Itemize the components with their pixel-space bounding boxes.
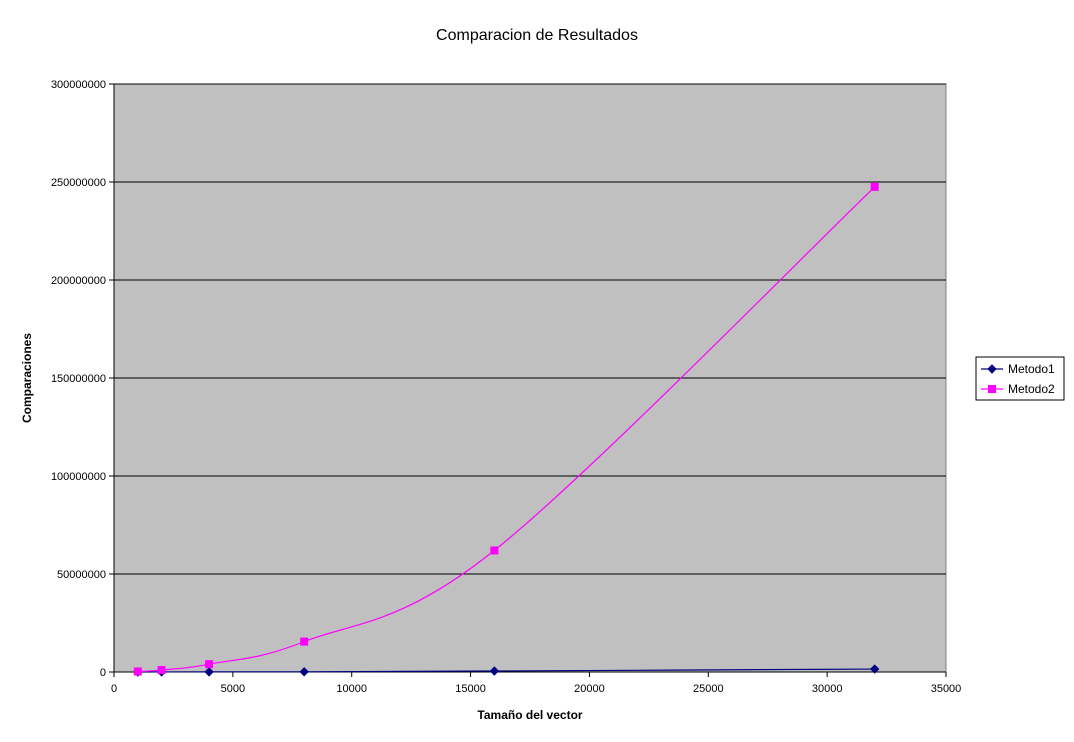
series-line-metodo2	[137, 186, 876, 673]
y-tick-label: 0	[100, 667, 106, 679]
data-point-metodo1	[869, 664, 880, 674]
data-point-metodo1	[204, 667, 214, 677]
y-tick-label: 50000000	[57, 569, 106, 581]
x-tick-label: 5000	[221, 683, 245, 695]
data-point-metodo2	[133, 667, 142, 676]
data-point-metodo2	[300, 637, 309, 646]
y-tick-label: 200000000	[51, 275, 106, 287]
data-point-metodo2	[157, 666, 166, 675]
y-tick-label: 100000000	[51, 471, 106, 483]
series-metodo2	[133, 182, 879, 676]
data-point-metodo2	[490, 546, 499, 555]
x-tick-label: 0	[111, 683, 117, 695]
x-tick-label: 35000	[931, 683, 962, 695]
legend-marker-metodo2	[988, 385, 996, 393]
data-point-metodo1	[489, 666, 500, 676]
y-tick-label: 300000000	[51, 79, 106, 91]
y-tick-label: 150000000	[51, 373, 106, 385]
x-tick-label: 15000	[455, 683, 486, 695]
legend-marker-metodo1	[987, 364, 997, 374]
x-tick-label: 30000	[812, 683, 843, 695]
y-axis-title: Comparaciones	[20, 333, 34, 423]
x-axis-ticks: 0 5000 10000 15000 20000 25000 30000 35000	[111, 672, 961, 695]
data-point-metodo1	[299, 667, 309, 677]
legend: Metodo1 Metodo2	[975, 356, 1065, 401]
x-tick-label: 20000	[574, 683, 605, 695]
legend-label-metodo2: Metodo2	[1008, 382, 1055, 396]
gridlines	[114, 83, 946, 575]
series-group	[133, 182, 880, 677]
legend-item-metodo2: Metodo2	[981, 382, 1055, 396]
y-axis-ticks: 0 50000000 100000000 150000000 200000000 2500…	[51, 79, 114, 679]
x-tick-label: 25000	[693, 683, 724, 695]
y-tick-label: 250000000	[51, 177, 106, 189]
data-point-metodo2	[870, 182, 879, 191]
legend-label-metodo1: Metodo1	[1008, 362, 1055, 376]
x-axis-title: Tamaño del vector	[477, 708, 582, 722]
chart-title: Comparacion de Resultados	[436, 27, 638, 44]
x-tick-label: 10000	[336, 683, 367, 695]
data-point-metodo2	[205, 660, 214, 669]
legend-item-metodo1: Metodo1	[981, 362, 1055, 376]
